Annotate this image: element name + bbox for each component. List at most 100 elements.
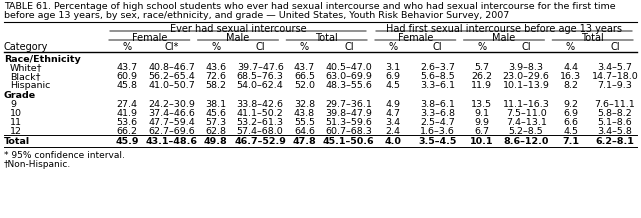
Text: CI: CI bbox=[255, 42, 265, 52]
Text: 7.1–9.3: 7.1–9.3 bbox=[597, 81, 632, 90]
Text: %: % bbox=[388, 42, 397, 52]
Text: 6.2–8.1: 6.2–8.1 bbox=[595, 137, 635, 146]
Text: 11.1–16.3: 11.1–16.3 bbox=[503, 100, 549, 109]
Text: 2.4: 2.4 bbox=[386, 127, 401, 136]
Text: 3.9–8.3: 3.9–8.3 bbox=[509, 63, 544, 72]
Text: 8.2: 8.2 bbox=[563, 81, 578, 90]
Text: CI: CI bbox=[344, 42, 354, 52]
Text: 43.8: 43.8 bbox=[294, 109, 315, 118]
Text: 5.2–8.5: 5.2–8.5 bbox=[509, 127, 544, 136]
Text: 6.9: 6.9 bbox=[563, 109, 578, 118]
Text: 6.6: 6.6 bbox=[563, 118, 578, 127]
Text: 7.1: 7.1 bbox=[562, 137, 579, 146]
Text: %: % bbox=[478, 42, 487, 52]
Text: %: % bbox=[122, 42, 132, 52]
Text: 3.1: 3.1 bbox=[386, 63, 401, 72]
Text: 4.0: 4.0 bbox=[385, 137, 402, 146]
Text: 46.7–52.9: 46.7–52.9 bbox=[234, 137, 286, 146]
Text: 3.4–5.8: 3.4–5.8 bbox=[597, 127, 632, 136]
Text: 43.1–48.6: 43.1–48.6 bbox=[146, 137, 197, 146]
Text: White†: White† bbox=[10, 63, 42, 72]
Text: 60.9: 60.9 bbox=[117, 72, 138, 81]
Text: Male: Male bbox=[492, 33, 515, 43]
Text: Total: Total bbox=[315, 33, 338, 43]
Text: 45.9: 45.9 bbox=[115, 137, 139, 146]
Text: 40.5–47.0: 40.5–47.0 bbox=[326, 63, 372, 72]
Text: 39.8–47.9: 39.8–47.9 bbox=[326, 109, 372, 118]
Text: CI: CI bbox=[433, 42, 442, 52]
Text: 9.1: 9.1 bbox=[474, 109, 489, 118]
Text: Female: Female bbox=[397, 33, 433, 43]
Text: 2.5–4.7: 2.5–4.7 bbox=[420, 118, 455, 127]
Text: 6.7: 6.7 bbox=[474, 127, 489, 136]
Text: 51.3–59.6: 51.3–59.6 bbox=[326, 118, 372, 127]
Text: 7.4–13.1: 7.4–13.1 bbox=[506, 118, 547, 127]
Text: 53.6: 53.6 bbox=[117, 118, 138, 127]
Text: 41.9: 41.9 bbox=[117, 109, 138, 118]
Text: CI: CI bbox=[610, 42, 620, 52]
Text: 4.9: 4.9 bbox=[386, 100, 401, 109]
Text: 4.4: 4.4 bbox=[563, 63, 578, 72]
Text: 52.0: 52.0 bbox=[294, 81, 315, 90]
Text: Race/Ethnicity: Race/Ethnicity bbox=[4, 55, 81, 64]
Text: 37.4–46.6: 37.4–46.6 bbox=[148, 109, 195, 118]
Text: 5.7: 5.7 bbox=[474, 63, 489, 72]
Text: CI: CI bbox=[521, 42, 531, 52]
Text: Ever had sexual intercourse: Ever had sexual intercourse bbox=[170, 24, 306, 34]
Text: %: % bbox=[566, 42, 575, 52]
Text: CI*: CI* bbox=[164, 42, 179, 52]
Text: 8.6–12.0: 8.6–12.0 bbox=[503, 137, 549, 146]
Text: 62.8: 62.8 bbox=[205, 127, 226, 136]
Text: 55.5: 55.5 bbox=[294, 118, 315, 127]
Text: 16.3: 16.3 bbox=[560, 72, 581, 81]
Text: 2.6–3.7: 2.6–3.7 bbox=[420, 63, 455, 72]
Text: 7.6–11.1: 7.6–11.1 bbox=[594, 100, 635, 109]
Text: †Non-Hispanic.: †Non-Hispanic. bbox=[4, 160, 71, 169]
Text: 11: 11 bbox=[10, 118, 22, 127]
Text: 10.1: 10.1 bbox=[470, 137, 494, 146]
Text: 10: 10 bbox=[10, 109, 22, 118]
Text: 40.8–46.7: 40.8–46.7 bbox=[148, 63, 195, 72]
Text: Category: Category bbox=[4, 42, 48, 52]
Text: 38.1: 38.1 bbox=[205, 100, 226, 109]
Text: 62.7–69.6: 62.7–69.6 bbox=[148, 127, 195, 136]
Text: Hispanic: Hispanic bbox=[10, 81, 51, 90]
Text: 9.9: 9.9 bbox=[474, 118, 489, 127]
Text: * 95% confidence interval.: * 95% confidence interval. bbox=[4, 151, 125, 160]
Text: Grade: Grade bbox=[4, 91, 36, 100]
Text: 64.6: 64.6 bbox=[294, 127, 315, 136]
Text: 43.6: 43.6 bbox=[205, 63, 226, 72]
Text: 54.0–62.4: 54.0–62.4 bbox=[237, 81, 283, 90]
Text: 7.5–11.0: 7.5–11.0 bbox=[506, 109, 547, 118]
Text: 3.8–6.1: 3.8–6.1 bbox=[420, 100, 455, 109]
Text: before age 13 years, by sex, race/ethnicity, and grade — United States, Youth Ri: before age 13 years, by sex, race/ethnic… bbox=[4, 11, 509, 20]
Text: 39.7–47.6: 39.7–47.6 bbox=[237, 63, 283, 72]
Text: 6.9: 6.9 bbox=[386, 72, 401, 81]
Text: 53.2–61.3: 53.2–61.3 bbox=[237, 118, 284, 127]
Text: TABLE 61. Percentage of high school students who ever had sexual intercourse and: TABLE 61. Percentage of high school stud… bbox=[4, 2, 615, 11]
Text: Total: Total bbox=[4, 137, 30, 146]
Text: 5.8–8.2: 5.8–8.2 bbox=[597, 109, 632, 118]
Text: 47.7–59.4: 47.7–59.4 bbox=[148, 118, 195, 127]
Text: Total: Total bbox=[581, 33, 604, 43]
Text: 58.2: 58.2 bbox=[205, 81, 226, 90]
Text: 12: 12 bbox=[10, 127, 22, 136]
Text: 63.0–69.9: 63.0–69.9 bbox=[326, 72, 372, 81]
Text: Female: Female bbox=[131, 33, 167, 43]
Text: 5.6–8.5: 5.6–8.5 bbox=[420, 72, 455, 81]
Text: 32.8: 32.8 bbox=[294, 100, 315, 109]
Text: 41.0–50.7: 41.0–50.7 bbox=[148, 81, 195, 90]
Text: 72.6: 72.6 bbox=[205, 72, 226, 81]
Text: 23.0–29.6: 23.0–29.6 bbox=[503, 72, 549, 81]
Text: Had first sexual intercourse before age 13 years: Had first sexual intercourse before age … bbox=[386, 24, 622, 34]
Text: 33.8–42.6: 33.8–42.6 bbox=[237, 100, 284, 109]
Text: 10.1–13.9: 10.1–13.9 bbox=[503, 81, 549, 90]
Text: Male: Male bbox=[226, 33, 249, 43]
Text: 66.2: 66.2 bbox=[117, 127, 138, 136]
Text: 45.8: 45.8 bbox=[117, 81, 138, 90]
Text: 13.5: 13.5 bbox=[471, 100, 492, 109]
Text: %: % bbox=[300, 42, 309, 52]
Text: 3.4–5.7: 3.4–5.7 bbox=[597, 63, 632, 72]
Text: 26.2: 26.2 bbox=[471, 72, 492, 81]
Text: 24.2–30.9: 24.2–30.9 bbox=[148, 100, 195, 109]
